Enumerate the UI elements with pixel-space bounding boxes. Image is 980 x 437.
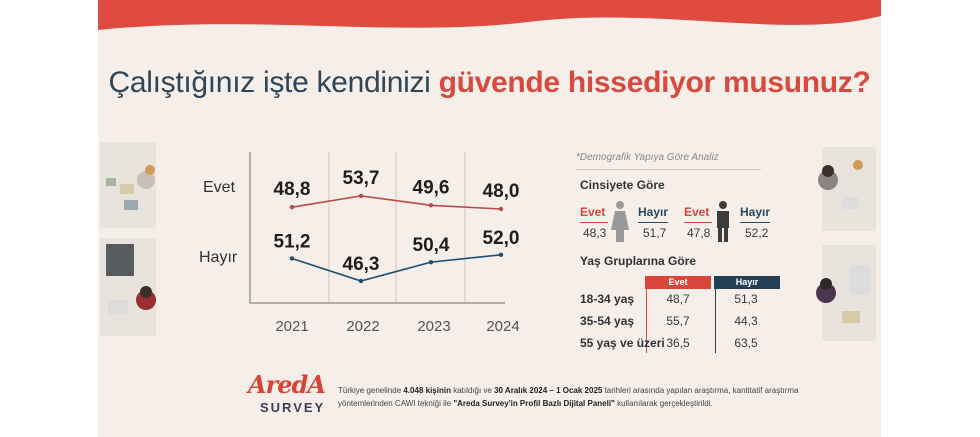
male-hayir-underline [740,222,770,223]
data-label: 46,3 [343,254,380,275]
data-point [358,278,364,284]
page-title: Çalıştığınız işte kendinizi güvende hiss… [98,66,881,100]
age-row-label: 35-54 yaş [580,314,635,328]
footer-participants: 4.048 kişinin [403,386,451,395]
desk-illustration-left [100,142,156,336]
male-evet-label: Evet [684,205,710,219]
data-point [428,259,434,265]
data-label: 53,7 [343,168,380,189]
areda-logo: AredA [248,370,326,399]
demographics-note: *Demografik Yapıya Göre Analiz [576,152,719,163]
data-point [428,203,434,208]
line-chart: 2021 2022 2023 2024 Evet Hayır 48,8 53,7 49,6 48,… [199,152,520,335]
data-label: 52,0 [483,228,520,249]
x-tick-label: 2022 [346,318,379,335]
data-point [289,204,295,210]
gender-title: Cinsiyete Göre [580,178,665,192]
age-row-evet: 36,5 [666,336,690,350]
age-title: Yaş Gruplarına Göre [580,254,697,268]
data-label: 51,2 [274,231,311,252]
age-hayir-rule [715,289,716,353]
data-point [498,206,504,212]
data-point [289,256,295,261]
male-evet-underline [684,222,712,223]
series-line-evet [291,195,502,210]
footer-text-4: kullanılarak gerçekleştirildi. [614,399,713,408]
male-hayir-label: Hayır [740,205,771,219]
age-col-hayir: Hayır [714,276,780,289]
data-point [498,252,504,257]
series-label-evet: Evet [203,179,236,196]
infographic: Çalıştığınız işte kendinizi güvende hiss… [98,0,881,437]
female-evet-underline [580,222,608,223]
areda-logo-survey: SURVEY [260,400,326,415]
data-label: 49,6 [413,177,450,198]
age-evet-rule [646,289,647,353]
male-hayir-value: 52,2 [745,226,769,240]
female-hayir-value: 51,7 [643,226,667,240]
series-label-hayir: Hayır [199,249,238,266]
x-tick-label: 2024 [486,318,519,335]
title-highlight: güvende hissediyor musunuz? [438,66,871,99]
data-label: 48,8 [274,179,311,200]
data-label: 50,4 [413,235,450,256]
footer-dates: 30 Aralık 2024 – 1 Ocak 2025 [494,386,603,395]
header-band [98,0,881,30]
age-row-hayir: 44,3 [734,314,758,328]
age-col-evet: Evet [645,276,711,289]
age-row-evet: 55,7 [666,314,690,328]
female-hayir-underline [638,222,668,223]
female-hayir-label: Hayır [638,205,669,219]
title-prefix: Çalıştığınız işte kendinizi [108,66,431,99]
x-tick-label: 2023 [417,318,450,335]
footer-text-2: katıldığı ve [450,386,495,395]
series-line-hayır [291,253,502,282]
note-divider [576,169,761,170]
male-icon [717,201,729,242]
footer-note: Türkiye genelinde 4.048 kişinin katıldığ… [338,384,808,410]
desk-illustration-right [816,147,876,341]
x-tick-label: 2021 [275,318,308,335]
age-row-hayir: 63,5 [734,336,758,350]
female-evet-value: 48,3 [583,226,607,240]
female-evet-label: Evet [580,205,606,219]
data-label: 48,0 [483,181,520,202]
footer-text-3: tarihleri arasında yapılan araştırma, ka… [338,386,799,408]
age-row-label: 55 yaş ve üzeri [580,336,665,350]
age-row-label: 18-34 yaş [580,292,635,306]
male-evet-value: 47,8 [687,226,711,240]
footer-text-1: Türkiye genelinde [338,386,404,395]
age-row-evet: 48,7 [666,292,690,306]
data-point [358,193,364,199]
female-icon [611,201,629,242]
footer-panel: "Areda Survey'in Profil Bazlı Dijital Pa… [453,399,615,408]
age-row-hayir: 51,3 [734,292,758,306]
